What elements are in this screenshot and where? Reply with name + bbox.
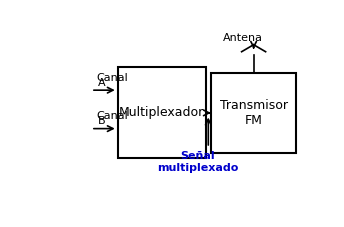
Bar <box>211 73 296 153</box>
Text: Canal: Canal <box>96 73 128 83</box>
Text: A: A <box>98 78 106 88</box>
Text: Canal: Canal <box>96 111 128 121</box>
Text: Transmisor
FM: Transmisor FM <box>219 99 288 127</box>
Bar <box>118 67 206 158</box>
Text: Señal
multiplexado: Señal multiplexado <box>157 151 238 173</box>
Text: Multiplexador: Multiplexador <box>119 106 204 119</box>
Text: Antena: Antena <box>223 33 263 43</box>
Text: B: B <box>98 116 106 126</box>
